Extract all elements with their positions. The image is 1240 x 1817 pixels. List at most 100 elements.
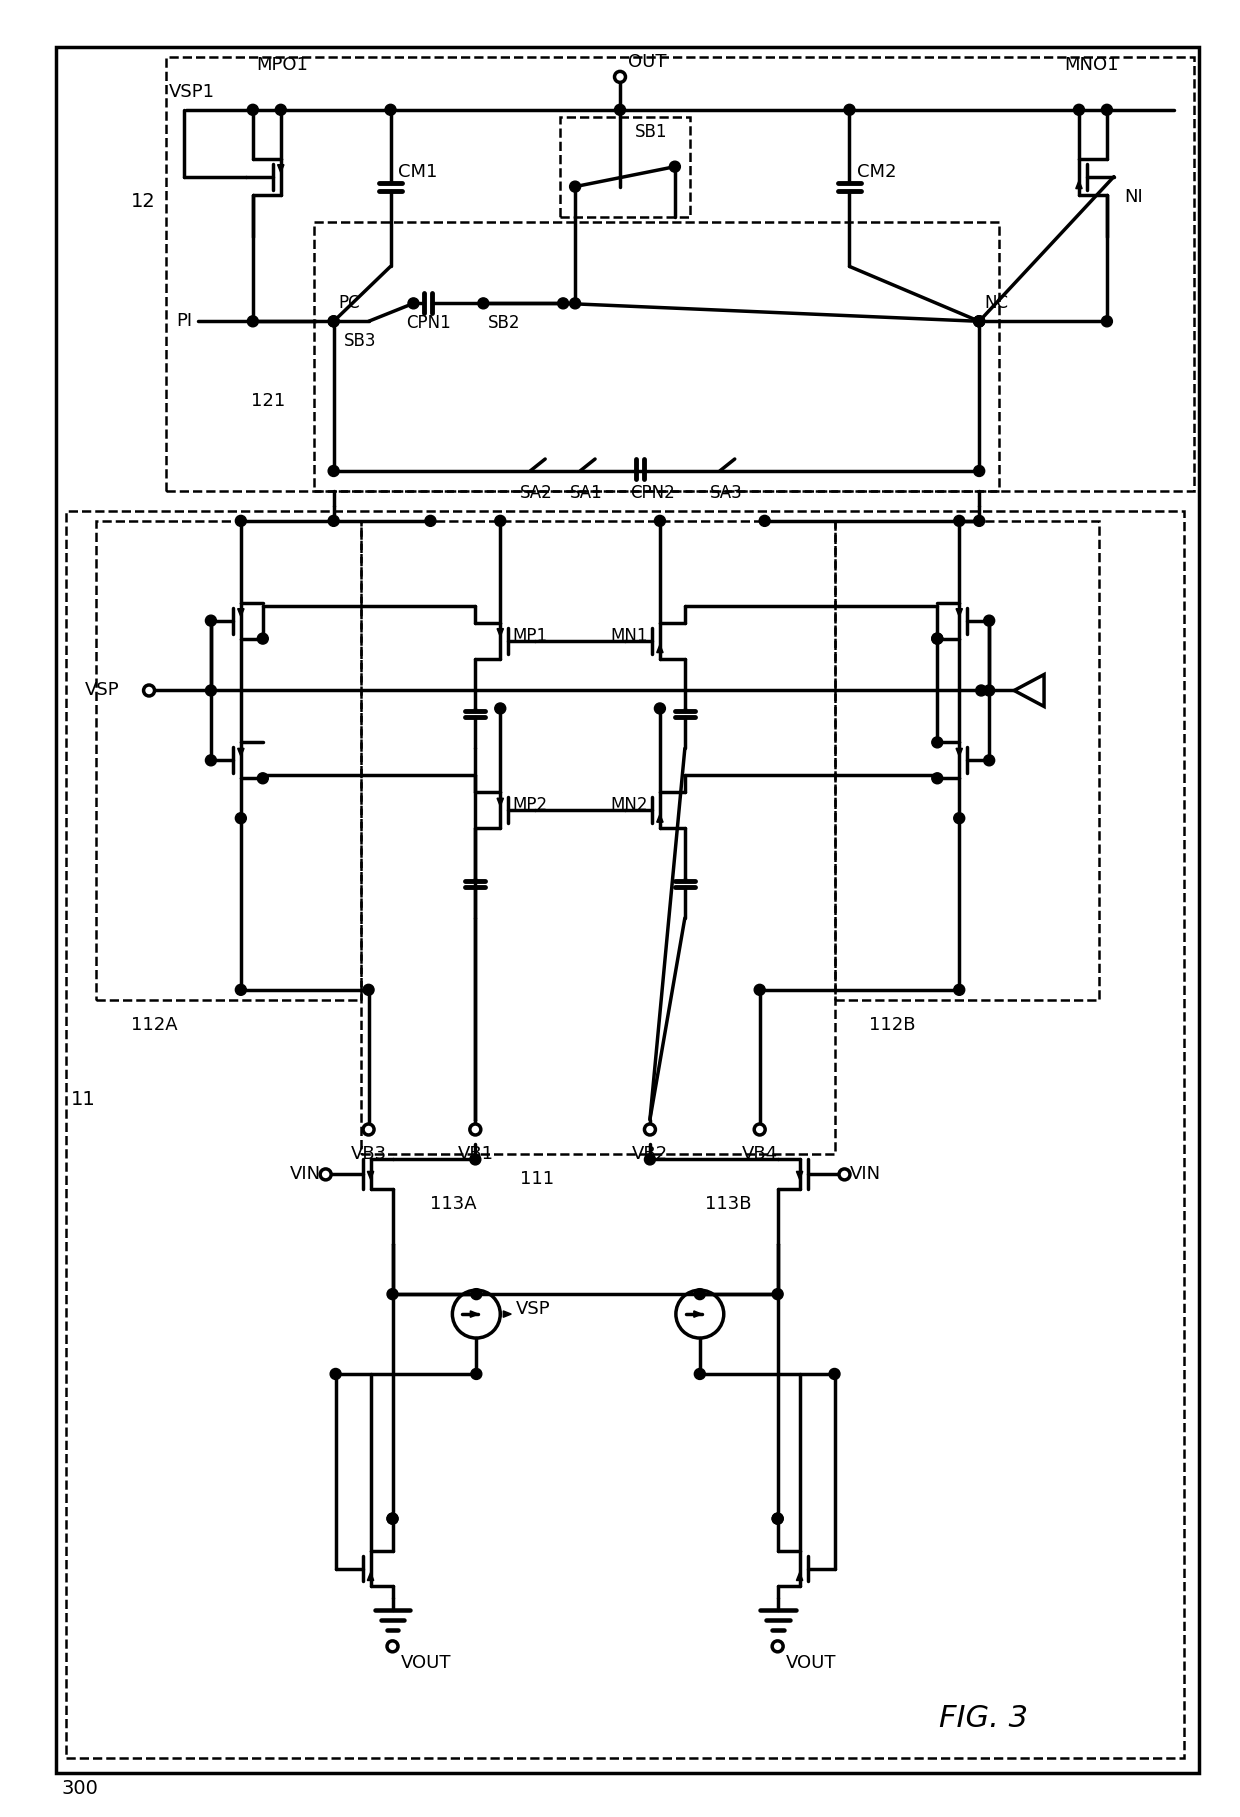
Bar [97,521,361,999]
Circle shape [754,985,765,996]
Circle shape [773,1288,784,1299]
Polygon shape [796,1172,802,1179]
Circle shape [470,1125,481,1136]
Circle shape [569,298,580,309]
Text: SA2: SA2 [521,483,553,501]
Text: MN2: MN2 [610,796,647,814]
Circle shape [694,1288,706,1299]
Text: VB1: VB1 [458,1145,494,1163]
Polygon shape [238,609,244,616]
Circle shape [471,1368,482,1379]
Bar [314,222,999,491]
Text: VB3: VB3 [351,1145,387,1163]
Polygon shape [278,165,284,173]
Circle shape [495,703,506,714]
Circle shape [773,1514,784,1524]
Bar [361,521,835,1154]
Circle shape [258,632,268,643]
Text: CPN1: CPN1 [407,314,451,333]
Text: SB2: SB2 [489,314,521,333]
Text: 12: 12 [131,193,156,211]
Polygon shape [367,1172,373,1179]
Circle shape [425,516,436,527]
Circle shape [615,71,625,82]
Text: PI: PI [176,313,192,331]
Circle shape [329,465,339,476]
Circle shape [329,316,339,327]
Circle shape [655,703,666,714]
Text: 300: 300 [61,1779,98,1797]
Text: SB3: SB3 [343,333,376,351]
Polygon shape [238,749,244,756]
Text: VSP: VSP [84,681,119,700]
Text: MPO1: MPO1 [255,56,308,74]
Text: SB1: SB1 [635,124,667,140]
Polygon shape [956,609,962,616]
Circle shape [773,1514,784,1524]
Circle shape [615,104,625,114]
Text: OUT: OUT [627,53,666,71]
Circle shape [558,298,569,309]
Circle shape [236,985,247,996]
Circle shape [329,316,339,327]
Circle shape [386,104,396,114]
Circle shape [976,685,987,696]
Text: SA1: SA1 [570,483,603,501]
Text: VB2: VB2 [632,1145,668,1163]
Circle shape [247,104,258,114]
Circle shape [839,1168,849,1179]
Circle shape [144,685,155,696]
Circle shape [655,516,666,527]
Circle shape [471,1288,482,1299]
Circle shape [773,1641,784,1652]
Bar [835,521,1099,999]
Polygon shape [497,798,503,807]
Circle shape [387,1641,398,1652]
Circle shape [569,182,580,193]
Text: MP1: MP1 [512,627,547,645]
Text: 112B: 112B [869,1016,916,1034]
Text: 11: 11 [71,1090,95,1108]
Text: NC: NC [985,294,1008,313]
Text: FIG. 3: FIG. 3 [939,1704,1028,1733]
Text: 112A: 112A [131,1016,177,1034]
Bar [166,56,1194,491]
Circle shape [954,985,965,996]
Circle shape [754,1125,765,1136]
Circle shape [973,316,985,327]
Text: MP2: MP2 [512,796,547,814]
Text: NI: NI [1123,187,1142,205]
Text: VIN: VIN [849,1165,880,1183]
Circle shape [1101,104,1112,114]
Circle shape [206,685,217,696]
Text: MNO1: MNO1 [1064,56,1118,74]
Circle shape [830,1368,839,1379]
Circle shape [236,516,247,527]
Circle shape [387,1514,398,1524]
Circle shape [206,616,217,627]
Text: VSP: VSP [516,1301,551,1317]
Polygon shape [470,1310,479,1317]
Circle shape [954,812,965,823]
Circle shape [983,685,994,696]
Text: 113B: 113B [704,1196,751,1214]
Circle shape [645,1125,656,1136]
Circle shape [330,1368,341,1379]
Circle shape [363,1125,374,1136]
Circle shape [247,316,258,327]
Circle shape [1101,316,1112,327]
Polygon shape [657,814,663,823]
Circle shape [983,616,994,627]
Circle shape [236,812,247,823]
Circle shape [320,1168,331,1179]
Circle shape [275,104,286,114]
Text: VOUT: VOUT [786,1653,836,1672]
Polygon shape [657,645,663,652]
Circle shape [363,985,374,996]
Polygon shape [694,1310,702,1317]
Text: VB4: VB4 [742,1145,777,1163]
Circle shape [258,772,268,783]
Circle shape [954,516,965,527]
Circle shape [931,632,942,643]
Bar [560,116,689,216]
